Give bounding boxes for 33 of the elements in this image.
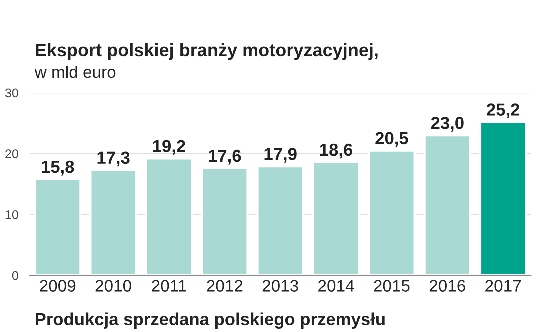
- x-tick-label: 2012: [207, 280, 243, 292]
- bar: [368, 150, 416, 276]
- bar: [256, 166, 304, 276]
- y-tick-label: 20: [6, 150, 18, 158]
- bar: [312, 161, 360, 276]
- x-tick-label: 2010: [96, 280, 132, 292]
- y-tick-label: 10: [6, 210, 18, 220]
- y-tick-label: 30: [5, 88, 18, 98]
- text: Produkcja sprzedana polskiego przemysłu: [36, 312, 385, 330]
- x-tick-label: 2014: [318, 280, 354, 292]
- chart-title: Eksport polskiej branży motoryzacyjnej,: [36, 43, 378, 60]
- data-label: 23,0: [431, 117, 464, 132]
- data-label: 17,9: [264, 148, 297, 163]
- bar: [34, 178, 82, 276]
- x-tick-label: 2011: [152, 280, 186, 292]
- data-label: 17,6: [209, 150, 242, 165]
- data-label: 20,5: [376, 132, 408, 148]
- x-tick-label: 2016: [430, 280, 466, 292]
- bar: [479, 121, 528, 276]
- bar: [90, 169, 138, 276]
- x-tick-label: 2015: [374, 280, 410, 292]
- data-label: 25,2: [487, 104, 520, 118]
- data-label: 15,8: [42, 160, 74, 176]
- x-tick-label: 2009: [40, 280, 76, 292]
- data-label: 18,6: [320, 144, 353, 159]
- x-tick-label: 2017: [486, 280, 522, 292]
- x-tick-label: 2013: [262, 280, 298, 292]
- data-label: 17,3: [98, 152, 130, 167]
- data-label: 19,2: [153, 140, 186, 156]
- bar: [145, 158, 194, 276]
- y-tick-label: 0: [12, 271, 18, 280]
- bar: [424, 134, 472, 276]
- chart-subtitle: w mld euro: [34, 66, 116, 78]
